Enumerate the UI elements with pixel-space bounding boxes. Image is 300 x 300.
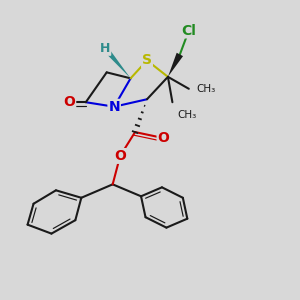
Text: O: O: [158, 131, 169, 145]
Text: O: O: [63, 95, 75, 109]
Text: O: O: [114, 149, 126, 163]
Text: Cl: Cl: [182, 24, 196, 38]
Text: N: N: [108, 100, 120, 114]
Text: CH₃: CH₃: [196, 84, 215, 94]
Text: CH₃: CH₃: [178, 110, 197, 120]
Text: H: H: [100, 42, 110, 55]
Text: S: S: [142, 53, 152, 68]
Polygon shape: [103, 46, 130, 78]
Polygon shape: [168, 53, 183, 77]
